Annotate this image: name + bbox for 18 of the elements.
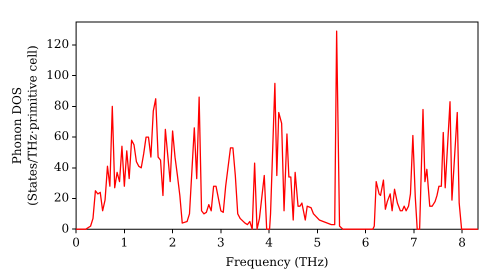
x-tick-label: 4	[265, 236, 274, 250]
y-tick-label: 80	[54, 98, 70, 113]
y-tick-label: 100	[46, 68, 70, 82]
x-tick-label: 1	[120, 236, 128, 250]
x-axis-title: Frequency (THz)	[226, 254, 328, 269]
x-tick-label: 7	[410, 236, 418, 250]
x-tick-label: 8	[458, 236, 466, 250]
x-tick-label: 0	[72, 236, 80, 250]
x-tick-label: 5	[314, 236, 322, 250]
y-axis-title: Phonon DOS (States/THz·primitive cell)	[10, 45, 40, 206]
y-tick-label: 120	[46, 37, 70, 52]
x-tick-label: 6	[362, 236, 370, 250]
y-tick-label: 60	[54, 129, 70, 144]
x-tick-label: 2	[168, 236, 176, 250]
y-tick-label: 40	[54, 160, 70, 174]
x-tick-label: 3	[217, 236, 225, 250]
y-tick-label: 0	[61, 221, 70, 236]
y-tick-label: 20	[54, 190, 70, 205]
